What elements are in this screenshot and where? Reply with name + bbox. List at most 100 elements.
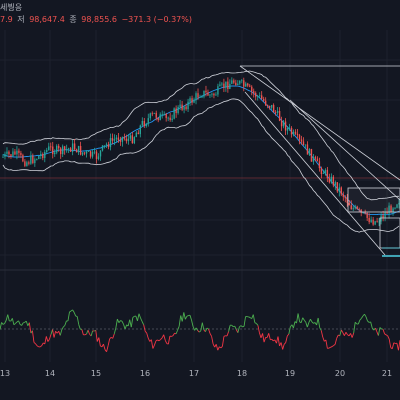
candle-body[interactable] <box>231 80 233 84</box>
candle-body[interactable] <box>38 155 40 160</box>
candle-body[interactable] <box>352 208 354 210</box>
candle-body[interactable] <box>44 151 46 159</box>
candle-body[interactable] <box>149 113 151 119</box>
candle-body[interactable] <box>276 110 279 113</box>
candle-body[interactable] <box>306 144 309 155</box>
candle-body[interactable] <box>87 151 90 152</box>
candle-body[interactable] <box>145 123 147 126</box>
candle-body[interactable] <box>322 173 325 174</box>
candle-body[interactable] <box>113 139 116 141</box>
candle-body[interactable] <box>165 114 167 118</box>
range-box[interactable] <box>347 187 400 213</box>
candle-body[interactable] <box>286 128 289 131</box>
candle-body[interactable] <box>175 108 177 114</box>
candle-body[interactable] <box>10 154 12 157</box>
candle-body[interactable] <box>264 100 267 105</box>
candle-body[interactable] <box>278 110 281 121</box>
candle-body[interactable] <box>201 96 203 98</box>
candle-body[interactable] <box>356 206 358 209</box>
candle-body[interactable] <box>346 198 348 203</box>
trend-channel-drawings[interactable] <box>239 65 400 257</box>
candle-body[interactable] <box>177 106 179 114</box>
candle-body[interactable] <box>334 182 337 186</box>
candle-body[interactable] <box>225 81 227 88</box>
candle-body[interactable] <box>302 141 305 146</box>
candle-body[interactable] <box>167 117 169 119</box>
candle-body[interactable] <box>350 205 352 210</box>
candle-body[interactable] <box>396 204 398 208</box>
candle-body[interactable] <box>207 92 209 96</box>
candle-body[interactable] <box>103 145 106 147</box>
candle-body[interactable] <box>75 149 78 153</box>
candle-body[interactable] <box>290 127 293 135</box>
candle-body[interactable] <box>36 159 38 160</box>
candle-body[interactable] <box>187 101 189 110</box>
candle-body[interactable] <box>115 137 118 140</box>
candle-body[interactable] <box>217 86 219 95</box>
candle-body[interactable] <box>147 118 149 124</box>
candle-body[interactable] <box>24 161 26 166</box>
candle-body[interactable] <box>155 112 157 118</box>
candle-body[interactable] <box>30 155 32 164</box>
candle-body[interactable] <box>20 152 22 156</box>
candle-body[interactable] <box>338 187 340 192</box>
candle-body[interactable] <box>340 187 342 195</box>
candle-body[interactable] <box>26 162 28 166</box>
candle-body[interactable] <box>69 148 72 152</box>
candle-body[interactable] <box>237 83 239 86</box>
candle-body[interactable] <box>245 83 247 87</box>
candle-body[interactable] <box>235 82 237 86</box>
candle-body[interactable] <box>227 81 229 89</box>
candle-body[interactable] <box>241 80 243 82</box>
candle-body[interactable] <box>390 205 392 213</box>
candle-body[interactable] <box>153 112 155 114</box>
candle-body[interactable] <box>298 135 301 140</box>
candle-body[interactable] <box>159 114 161 121</box>
candle-body[interactable] <box>348 202 350 206</box>
candle-body[interactable] <box>328 178 331 183</box>
candle-body[interactable] <box>332 176 335 186</box>
candle-body[interactable] <box>191 98 193 103</box>
candle-body[interactable] <box>344 196 346 199</box>
candle-body[interactable] <box>117 137 120 141</box>
candle-body[interactable] <box>213 93 215 96</box>
candle-body[interactable] <box>282 121 285 127</box>
candle-body[interactable] <box>382 215 384 218</box>
candle-body[interactable] <box>372 219 374 225</box>
candle-body[interactable] <box>249 85 251 87</box>
candle-body[interactable] <box>121 136 124 142</box>
candle-body[interactable] <box>320 168 323 174</box>
candle-body[interactable] <box>215 94 217 96</box>
candle-body[interactable] <box>123 136 126 139</box>
candle-body[interactable] <box>394 207 396 209</box>
candle-body[interactable] <box>386 212 388 214</box>
candle-body[interactable] <box>46 150 48 152</box>
candle-body[interactable] <box>370 219 372 223</box>
candle-body[interactable] <box>318 161 321 169</box>
candle-body[interactable] <box>360 209 362 213</box>
candle-body[interactable] <box>119 140 122 142</box>
candle-body[interactable] <box>139 125 141 135</box>
candle-body[interactable] <box>60 148 62 155</box>
candle-body[interactable] <box>262 98 265 101</box>
candle-body[interactable] <box>95 151 98 159</box>
candle-body[interactable] <box>392 208 394 213</box>
candle-body[interactable] <box>8 151 10 155</box>
candle-body[interactable] <box>63 146 66 150</box>
candle-body[interactable] <box>99 150 102 157</box>
candle-body[interactable] <box>266 104 269 106</box>
candle-body[interactable] <box>308 148 311 155</box>
candle-body[interactable] <box>255 93 257 97</box>
candle-body[interactable] <box>326 169 329 179</box>
candle-body[interactable] <box>294 131 297 134</box>
candle-body[interactable] <box>342 194 344 197</box>
candle-body[interactable] <box>133 137 136 144</box>
candle-body[interactable] <box>135 132 138 138</box>
candle-body[interactable] <box>362 212 364 214</box>
candle-body[interactable] <box>107 144 110 148</box>
candle-body[interactable] <box>376 221 378 222</box>
candle-body[interactable] <box>2 156 4 158</box>
candle-body[interactable] <box>203 90 205 97</box>
candle-body[interactable] <box>42 154 44 159</box>
candle-body[interactable] <box>229 83 231 89</box>
